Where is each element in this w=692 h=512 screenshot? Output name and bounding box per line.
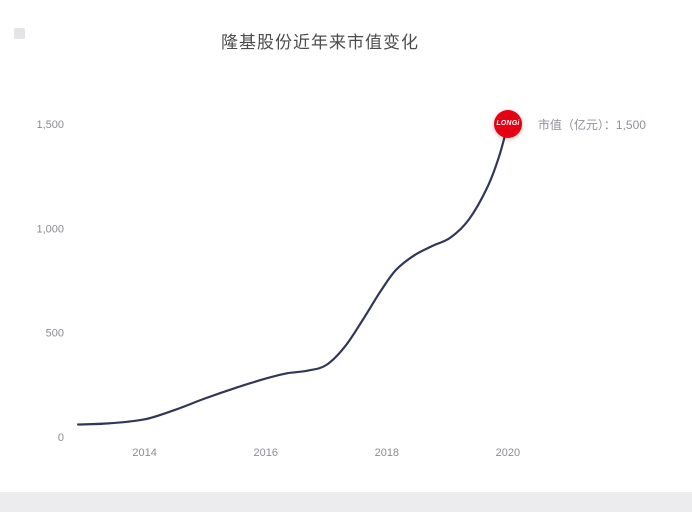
decorative-corner-mark xyxy=(14,28,25,39)
y-axis-tick-labels: 0 500 1,000 1,500 xyxy=(36,119,64,444)
x-axis-tick-labels: 2014 2016 2018 2020 xyxy=(132,447,520,459)
x-tick-label: 2018 xyxy=(375,447,399,459)
longi-logo-marker: LONGi xyxy=(493,109,522,138)
market-cap-value-label: 市值（亿元）：1,500 xyxy=(537,117,646,132)
longi-logo-text: LONGi xyxy=(496,120,520,128)
y-tick-label: 1,500 xyxy=(36,119,64,131)
x-tick-label: 2020 xyxy=(496,447,520,459)
x-tick-label: 2016 xyxy=(253,447,277,459)
y-tick-label: 500 xyxy=(46,328,64,340)
market-cap-line xyxy=(77,122,509,426)
x-tick-label: 2014 xyxy=(132,447,156,459)
y-tick-label: 0 xyxy=(58,432,64,444)
footer-strip xyxy=(0,492,692,512)
y-tick-label: 1,000 xyxy=(36,223,64,235)
chart-title: 隆基股份近年来市值变化 xyxy=(221,33,419,52)
